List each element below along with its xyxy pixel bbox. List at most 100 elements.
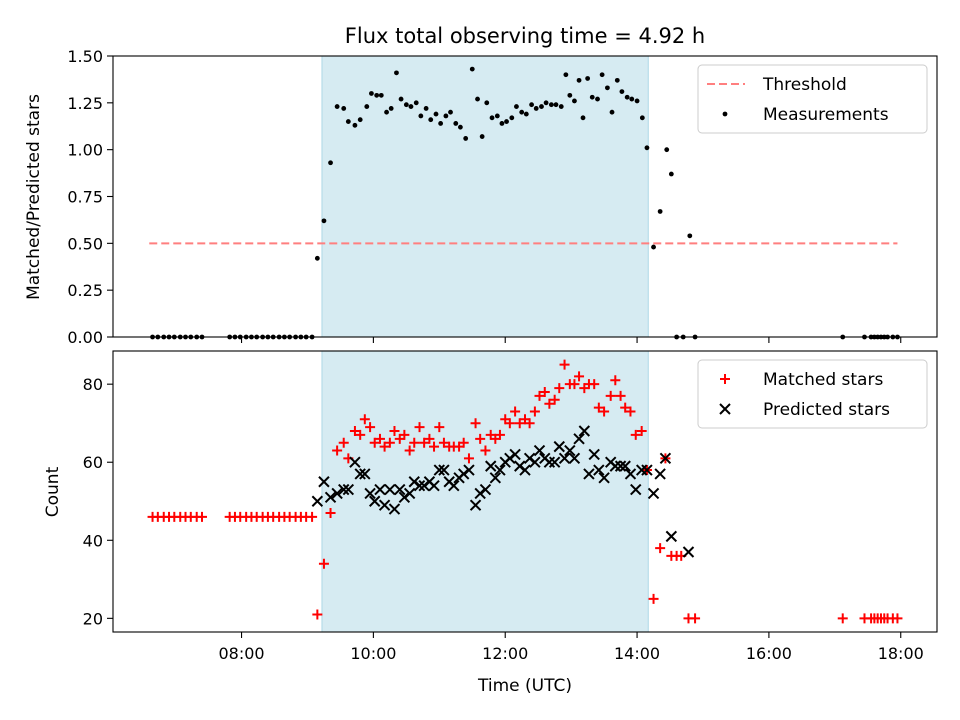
ylabel-count: Count — [43, 466, 63, 517]
predicted-star-point — [428, 479, 440, 492]
predicted-star-point — [378, 499, 391, 511]
matched-star-point — [379, 441, 390, 452]
measurement-point — [457, 124, 463, 130]
measurement-point — [504, 119, 509, 124]
predicted-star-point — [641, 464, 653, 476]
x-tick-label: 10:00 — [350, 644, 396, 663]
predicted-star-point — [374, 483, 386, 496]
measurement-point — [519, 109, 525, 115]
legend-matched-swatch — [720, 374, 730, 384]
measurement-point — [553, 102, 559, 108]
measurement-point — [605, 85, 610, 91]
matched-star-point — [625, 406, 636, 417]
measurement-point — [514, 104, 519, 109]
measurement-point — [345, 119, 351, 124]
measurement-point — [438, 121, 444, 126]
matched-star-point — [605, 390, 616, 401]
measurement-point — [374, 92, 380, 98]
predicted-star-point — [682, 546, 695, 558]
measurement-point — [668, 171, 674, 177]
matched-star-point — [399, 429, 410, 440]
y-tick-label: 1.50 — [67, 47, 103, 66]
measurement-point — [599, 72, 605, 78]
matched-star-point — [463, 453, 474, 464]
predicted-star-point — [489, 472, 502, 484]
matched-star-point — [359, 414, 370, 425]
predicted-star-point — [619, 460, 631, 472]
predicted-star-point — [324, 491, 337, 504]
measurement-point — [539, 104, 544, 109]
predicted-star-point — [368, 495, 381, 507]
measurement-point — [576, 77, 582, 83]
matched-star-point — [434, 422, 445, 433]
matched-star-point — [549, 394, 560, 405]
x-tick-label: 08:00 — [218, 644, 264, 663]
x-tick-label: 14:00 — [614, 644, 660, 663]
matched-star-point — [630, 429, 641, 440]
predicted-star-point — [624, 468, 637, 480]
measurement-point — [533, 106, 539, 111]
measurement-point — [629, 96, 635, 102]
predicted-star-point — [413, 479, 426, 492]
matched-star-point — [480, 445, 491, 456]
measurement-point — [558, 104, 564, 109]
predicted-star-point — [388, 503, 401, 515]
matched-star-point — [338, 437, 349, 448]
measurement-point — [475, 96, 480, 102]
measurement-point — [388, 106, 394, 111]
y-tick-label: 40 — [83, 531, 103, 550]
predicted-star-point — [573, 433, 585, 445]
matched-star-point — [414, 422, 425, 433]
matched-star-point — [504, 418, 515, 429]
predicted-star-point — [578, 425, 591, 437]
measurement-point — [651, 244, 656, 250]
legend-label: Measurements — [763, 105, 889, 125]
predicted-star-point — [494, 464, 506, 476]
measurement-point — [523, 111, 529, 117]
measurement-point — [378, 92, 384, 98]
matched-star-point — [438, 437, 449, 448]
y-tick-label: 0.75 — [67, 188, 103, 207]
predicted-star-point — [448, 479, 460, 492]
matched-star-point — [655, 543, 666, 554]
legend-measurement-swatch — [722, 111, 728, 117]
predicted-star-point — [583, 468, 595, 480]
measurement-point — [687, 233, 693, 239]
measurement-point — [664, 147, 670, 153]
predicted-star-point — [318, 476, 330, 488]
predicted-star-point — [568, 452, 581, 465]
matched-star-point — [470, 418, 481, 429]
matched-star-point — [424, 433, 435, 444]
predicted-star-point — [479, 483, 492, 496]
predicted-star-point — [529, 456, 541, 468]
measurement-point — [433, 111, 439, 117]
measurement-point — [394, 70, 399, 76]
predicted-star-point — [654, 468, 666, 480]
legend-box — [697, 64, 928, 134]
measurement-point — [585, 76, 591, 81]
measurement-point — [499, 121, 505, 126]
predicted-star-point — [553, 440, 565, 453]
measurement-point — [489, 115, 495, 121]
matched-star-point — [307, 511, 318, 522]
y-tick-label: 20 — [83, 609, 103, 628]
predicted-star-point — [548, 456, 561, 468]
matched-star-point — [349, 426, 360, 437]
axes-frame — [112, 55, 938, 338]
measurement-point — [619, 89, 625, 94]
panel-ratio: 0.00 0.25 0.50 0.75 1.00 1.25 1.50 Threshold Mea… — [67, 47, 938, 347]
matched-star-point — [610, 375, 621, 386]
y-tick-label: 1.25 — [67, 94, 103, 113]
matched-star-point — [524, 418, 535, 429]
matched-star-point — [389, 426, 400, 437]
predicted-star-point — [509, 448, 521, 461]
predicted-star-point — [311, 495, 324, 507]
matched-star-point — [325, 507, 336, 518]
measurement-point — [408, 104, 414, 109]
matched-star-point — [599, 406, 610, 417]
predicted-star-point — [647, 487, 660, 500]
predicted-star-point — [338, 483, 350, 496]
matched-star-point — [554, 383, 565, 394]
x-tick-label: 18:00 — [878, 644, 924, 663]
measurement-point — [423, 106, 429, 111]
